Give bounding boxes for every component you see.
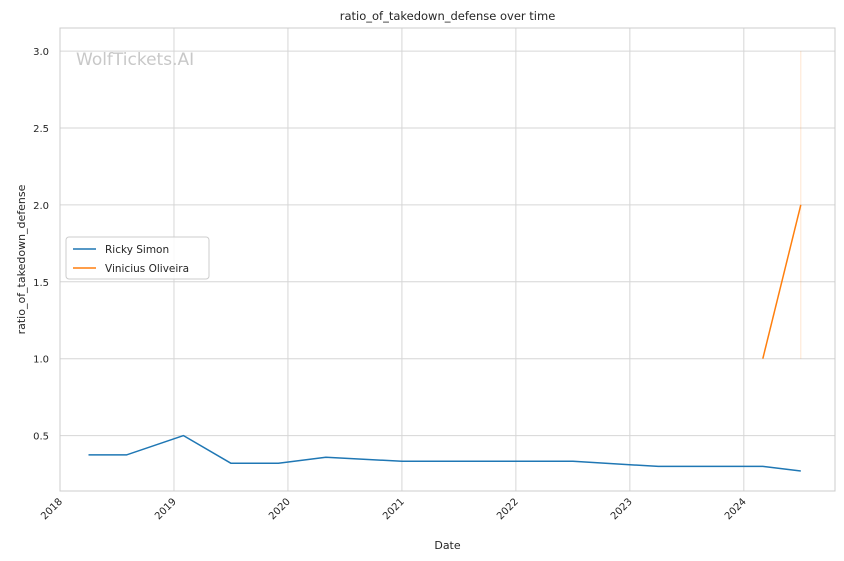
- y-tick-label: 2.5: [33, 124, 49, 135]
- legend-label: Vinicius Oliveira: [105, 263, 189, 275]
- x-axis-label: Date: [434, 539, 461, 552]
- y-tick-label: 3.0: [33, 47, 49, 58]
- series-layer: [88, 51, 802, 472]
- chart-title: ratio_of_takedown_defense over time: [340, 9, 556, 23]
- y-tick-label: 2.0: [33, 201, 49, 212]
- legend-box: [65, 236, 210, 280]
- series-line: [88, 434, 801, 472]
- y-gridlines: [60, 50, 835, 437]
- legend-label: Ricky Simon: [105, 244, 169, 256]
- y-tick-label: 1.5: [33, 278, 49, 289]
- y-tick-label: 1.0: [33, 355, 49, 366]
- series-line: [762, 204, 802, 359]
- y-tick-labels: 0.5 1.0 1.5 2.0 2.5 3.0: [33, 47, 49, 443]
- plot-frame: [59, 27, 836, 492]
- watermark-text: WolfTickets.AI: [76, 50, 194, 70]
- y-tick-label: 0.5: [33, 432, 49, 443]
- legend: Ricky Simon Vinicius Oliveira: [65, 236, 210, 280]
- x-gridlines: [59, 28, 745, 491]
- y-axis-label: ratio_of_takedown_defense: [15, 184, 28, 334]
